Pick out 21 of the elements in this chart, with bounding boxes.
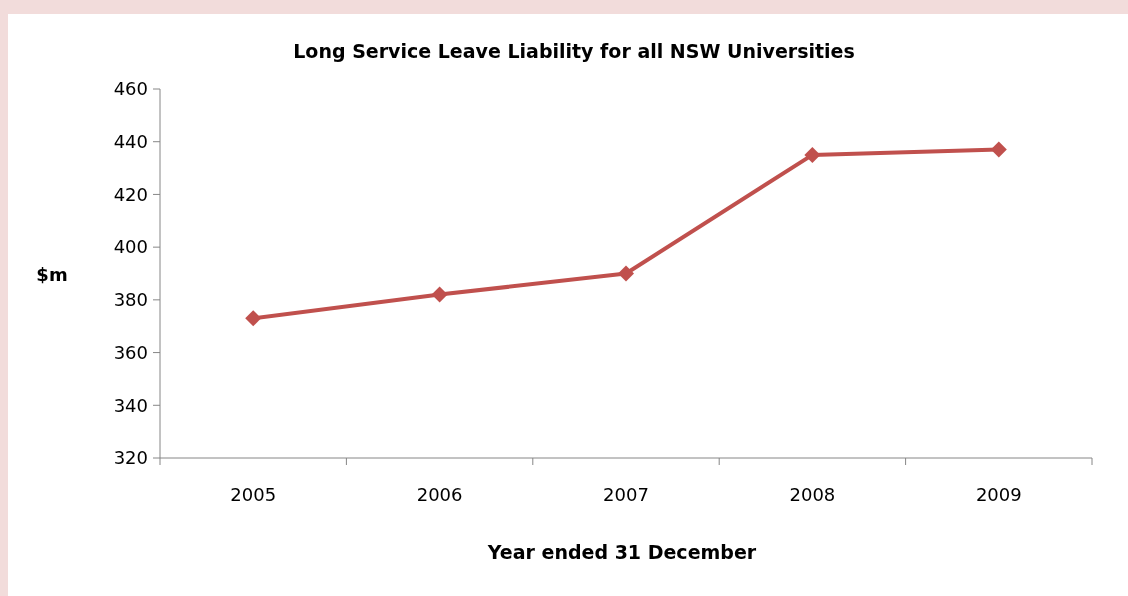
point	[618, 265, 634, 282]
chart-title: Long Service Leave Liability for all NSW Universities	[293, 40, 855, 62]
x-tick-label: 2006	[416, 484, 463, 505]
point	[431, 286, 448, 303]
y-tick-label: 460	[113, 78, 148, 100]
y-tick-label: 420	[113, 183, 148, 205]
y-tick-label: 400	[113, 236, 148, 258]
y-axis-title: $m	[36, 264, 68, 285]
x-tick-label: 2005	[230, 484, 277, 505]
x-tick-label: 2009	[975, 484, 1022, 505]
point	[804, 146, 821, 163]
x-tick-label: 2008	[789, 484, 836, 505]
y-tick-label: 380	[113, 289, 148, 311]
x-axis-title: Year ended 31 December	[486, 541, 757, 563]
y-tick-label: 360	[113, 341, 148, 363]
y-tick-label: 440	[113, 131, 148, 153]
y-tick-label: 320	[113, 447, 148, 469]
y-tick-label: 340	[113, 394, 148, 416]
point	[245, 310, 262, 327]
point	[990, 141, 1007, 158]
x-tick-label: 2007	[603, 484, 649, 505]
